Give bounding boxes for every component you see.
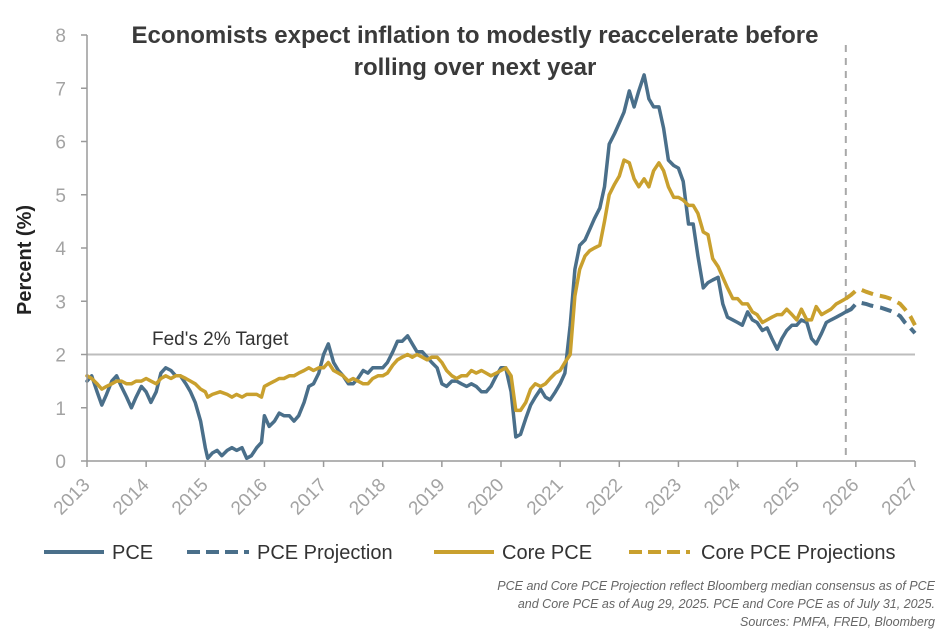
x-tick-label: 2014 — [109, 474, 154, 519]
x-tick-label: 2017 — [286, 475, 331, 520]
chart-title-line-1: Economists expect inflation to modestly … — [132, 22, 819, 49]
y-axis-label: Percent (%) — [14, 205, 36, 315]
footnote: PCE and Core PCE Projection reflect Bloo… — [497, 579, 935, 629]
series-line-core-pce — [85, 158, 848, 413]
y-tick-label: 8 — [55, 26, 66, 47]
x-tick-label: 2025 — [760, 475, 805, 520]
x-tick-label: 2027 — [878, 475, 923, 520]
target-label: Fed's 2% Target — [152, 329, 289, 350]
x-tick-label: 2022 — [582, 475, 627, 520]
series-group — [85, 73, 917, 461]
footnote-line-1: PCE and Core PCE Projection reflect Bloo… — [497, 579, 935, 593]
series-line-pce-projection — [844, 300, 917, 335]
x-tick-label: 2024 — [700, 474, 745, 519]
legend-label-pce-projection: PCE Projection — [257, 542, 393, 564]
x-tick-label: 2020 — [464, 475, 509, 520]
legend: PCE PCE Projection Core PCE Core PCE Pro… — [44, 542, 896, 564]
y-tick-label: 1 — [55, 399, 66, 420]
y-tick-label: 6 — [55, 133, 66, 154]
legend-label-core-pce-projections: Core PCE Projections — [701, 542, 896, 564]
series-line-pce — [85, 73, 848, 461]
x-tick-label: 2019 — [405, 475, 450, 520]
x-tick-label: 2013 — [50, 475, 95, 520]
x-tick-label: 2016 — [227, 475, 272, 520]
series-line-core-pce-projections — [844, 287, 917, 327]
axes-group: 0 1 2 3 4 5 6 7 8 2013 2014 2015 2016 2017 2018 2019 202… — [50, 26, 923, 519]
y-tick-label: 2 — [55, 346, 66, 367]
x-tick-label: 2023 — [641, 475, 686, 520]
x-tick-label: 2026 — [819, 475, 864, 520]
y-tick-label: 3 — [55, 292, 66, 313]
footnote-line-2: and Core PCE as of Aug 29, 2025. PCE and… — [518, 597, 935, 611]
y-tick-label: 4 — [55, 239, 66, 260]
chart-title-line-2: rolling over next year — [354, 54, 597, 81]
legend-label-core-pce: Core PCE — [502, 542, 592, 564]
y-tick-label: 0 — [55, 452, 66, 473]
x-tick-label: 2015 — [168, 475, 213, 520]
x-tick-label: 2021 — [523, 475, 568, 520]
y-tick-label: 5 — [55, 186, 66, 207]
legend-label-pce: PCE — [112, 542, 153, 564]
footnote-line-3: Sources: PMFA, FRED, Bloomberg — [740, 615, 935, 629]
y-tick-label: 7 — [55, 79, 66, 100]
x-tick-label: 2018 — [346, 475, 391, 520]
